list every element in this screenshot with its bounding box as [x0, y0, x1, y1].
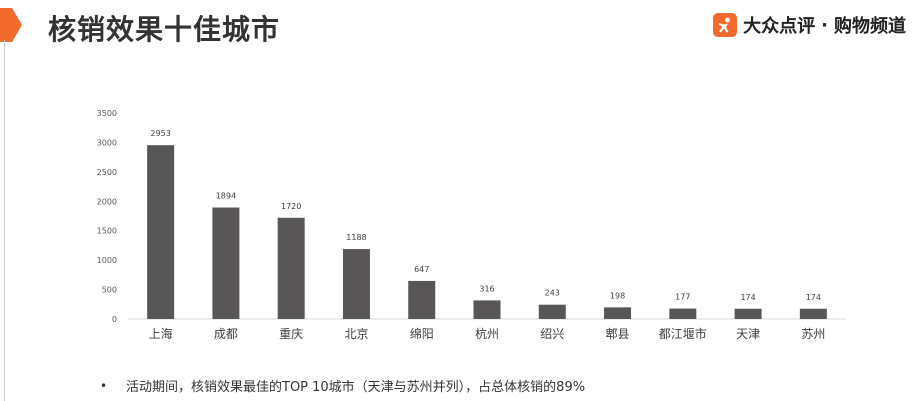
bar-value-label: 243	[545, 289, 560, 298]
title-accent-tab	[0, 8, 22, 42]
y-tick-label: 2000	[97, 197, 117, 206]
x-tick-label: 北京	[344, 327, 368, 341]
bar	[604, 307, 632, 319]
y-tick-label: 0	[112, 315, 117, 324]
footnote-bullet: •	[100, 378, 108, 393]
brand-name: 大众点评	[743, 16, 816, 37]
footnote: • 活动期间，核销效果最佳的TOP 10城市（天津与苏州并列），占总体核销的89…	[100, 376, 586, 396]
bar-value-label: 1720	[281, 202, 301, 211]
x-tick-label: 上海	[149, 326, 173, 341]
bar	[212, 207, 240, 319]
bar-value-label: 1894	[216, 192, 236, 201]
bar-value-label: 177	[675, 293, 690, 302]
x-tick-label: 重庆	[279, 327, 303, 341]
bar	[147, 145, 175, 319]
y-tick-label: 3000	[97, 138, 117, 147]
x-tick-label: 苏州	[801, 327, 825, 341]
brand-separator: ·	[821, 14, 828, 36]
x-tick-label: 绍兴	[540, 327, 564, 341]
bar-value-label: 174	[740, 293, 755, 302]
y-tick-label: 1500	[97, 227, 117, 236]
brand-channel: 购物频道	[834, 16, 906, 37]
bar	[342, 249, 370, 319]
bar-value-label: 174	[806, 293, 821, 302]
left-border-line	[4, 40, 5, 401]
x-tick-label: 杭州	[475, 326, 499, 341]
bar-value-label: 198	[610, 291, 625, 300]
x-tick-label: 都江堰市	[659, 326, 707, 341]
footnote-text: 活动期间，核销效果最佳的TOP 10城市（天津与苏州并列），占总体核销的89%	[126, 380, 586, 395]
bar	[538, 304, 566, 319]
bar-value-label: 647	[414, 265, 429, 274]
x-tick-label: 郫县	[606, 326, 630, 341]
brand-logo-group: 大众点评 · 购物频道	[713, 12, 906, 38]
x-tick-label: 绵阳	[410, 327, 434, 341]
bar-value-label: 2953	[150, 129, 170, 138]
bar-value-label: 1188	[346, 233, 366, 242]
bar	[669, 308, 697, 319]
bar-value-label: 316	[479, 284, 494, 293]
page-title: 核销效果十佳城市	[48, 13, 281, 46]
bar	[277, 217, 305, 319]
bar	[473, 300, 501, 319]
x-tick-label: 天津	[736, 327, 760, 341]
bar	[408, 280, 436, 319]
y-tick-label: 2500	[97, 168, 117, 177]
bar	[799, 308, 827, 319]
y-tick-label: 1000	[97, 256, 117, 265]
bar	[734, 308, 762, 319]
y-tick-label: 3500	[97, 109, 117, 118]
dianping-logo-icon	[713, 13, 738, 37]
y-tick-label: 500	[102, 286, 117, 295]
x-tick-label: 成都	[214, 327, 238, 341]
